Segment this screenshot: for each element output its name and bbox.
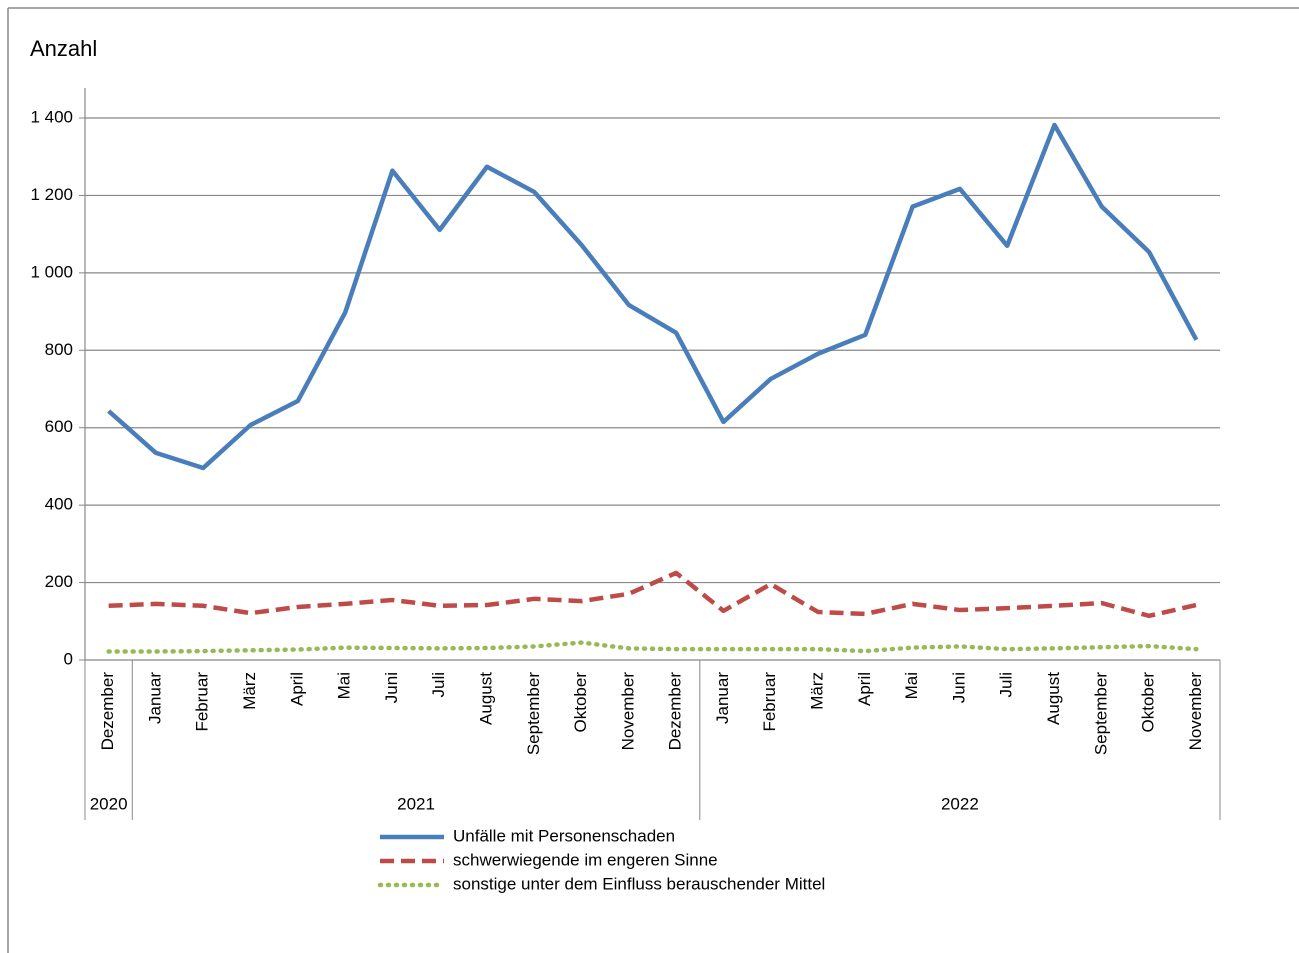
x-tick-label: Mai <box>335 672 354 699</box>
x-tick-label: November <box>1186 672 1205 751</box>
x-tick-label: November <box>618 672 637 751</box>
x-tick-label: Juli <box>429 672 448 698</box>
y-tick-label: 1 000 <box>30 262 73 281</box>
x-tick-label: April <box>287 672 306 706</box>
x-tick-label: Juni <box>382 672 401 703</box>
x-tick-label: September <box>1091 672 1110 755</box>
x-tick-label: Januar <box>145 672 164 724</box>
x-tick-label: Juli <box>997 672 1016 698</box>
x-tick-label: März <box>240 672 259 710</box>
x-tick-label: Dezember <box>666 672 685 751</box>
x-tick-label: Januar <box>713 672 732 724</box>
y-tick-label: 400 <box>45 495 73 514</box>
x-tick-label: September <box>524 672 543 755</box>
legend-label: Unfälle mit Personenschaden <box>453 826 675 845</box>
legend-label: schwerwiegende im engeren Sinne <box>453 850 718 869</box>
x-tick-label: April <box>855 672 874 706</box>
y-tick-label: 1 400 <box>30 107 73 126</box>
series-line <box>108 570 1197 619</box>
x-tick-label: Februar <box>193 672 212 732</box>
x-tick-label: Dezember <box>98 672 117 751</box>
x-tick-label: August <box>1044 672 1063 725</box>
y-tick-label: 800 <box>45 340 73 359</box>
group-label: 2022 <box>941 794 979 813</box>
x-tick-label: Mai <box>902 672 921 699</box>
x-tick-label: Februar <box>760 672 779 732</box>
y-axis-label: Anzahl <box>30 36 97 61</box>
group-label: 2020 <box>90 794 128 813</box>
y-tick-label: 600 <box>45 417 73 436</box>
x-tick-label: Juni <box>949 672 968 703</box>
y-tick-label: 200 <box>45 572 73 591</box>
x-tick-label: August <box>476 672 495 725</box>
y-tick-label: 0 <box>64 649 73 668</box>
legend-label: sonstige unter dem Einfluss berauschende… <box>453 874 825 893</box>
x-tick-label: März <box>808 672 827 710</box>
series-line <box>106 640 1199 654</box>
y-tick-label: 1 200 <box>30 185 73 204</box>
group-label: 2021 <box>397 794 435 813</box>
series-line <box>107 122 1199 471</box>
x-tick-label: Oktober <box>571 672 590 733</box>
x-tick-label: Oktober <box>1139 672 1158 733</box>
